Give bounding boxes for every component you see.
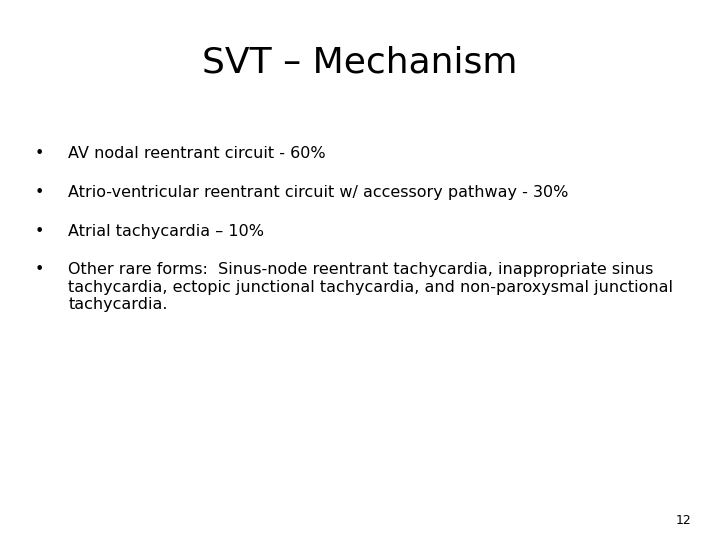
Text: SVT – Mechanism: SVT – Mechanism [202,45,518,79]
Text: •: • [35,146,45,161]
Text: Atrial tachycardia – 10%: Atrial tachycardia – 10% [68,224,264,239]
Text: •: • [35,224,45,239]
Text: •: • [35,185,45,200]
Text: AV nodal reentrant circuit - 60%: AV nodal reentrant circuit - 60% [68,146,326,161]
Text: Other rare forms:  Sinus-node reentrant tachycardia, inappropriate sinus
tachyca: Other rare forms: Sinus-node reentrant t… [68,262,673,312]
Text: Atrio-ventricular reentrant circuit w/ accessory pathway - 30%: Atrio-ventricular reentrant circuit w/ a… [68,185,569,200]
Text: 12: 12 [675,514,691,526]
Text: •: • [35,262,45,278]
